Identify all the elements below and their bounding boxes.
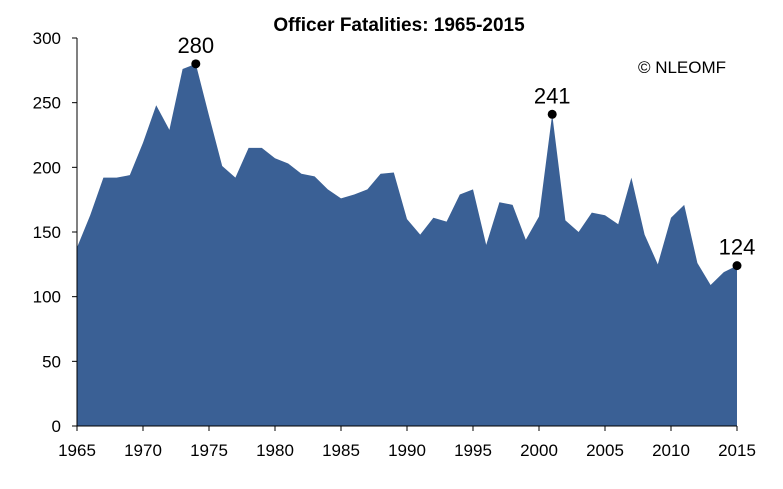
- y-tick-label: 150: [33, 223, 61, 242]
- area-layer: [77, 63, 737, 427]
- annotations: 280 241 124: [177, 33, 756, 271]
- chart-title: Officer Fatalities: 1965-2015: [273, 15, 525, 36]
- credit-label: © NLEOMF: [638, 58, 726, 77]
- y-tick-label: 0: [52, 417, 61, 436]
- y-tick-label: 100: [33, 288, 61, 307]
- x-tick-label: 2000: [520, 441, 558, 460]
- x-tick-label: 1980: [256, 441, 294, 460]
- y-tick-label: 300: [33, 29, 61, 48]
- annotation-point: [547, 109, 557, 119]
- fatalities-area: [77, 63, 737, 427]
- x-tick-label: 1970: [124, 441, 162, 460]
- x-axis-ticks: 1965 1970 1975 1980 1985 1990 1995 2000 2005 2010…: [58, 426, 756, 460]
- x-tick-label: 1995: [454, 441, 492, 460]
- annotation-label: 241: [534, 83, 571, 108]
- y-tick-label: 200: [33, 158, 61, 177]
- x-tick-label: 1985: [322, 441, 360, 460]
- x-tick-label: 2005: [586, 441, 624, 460]
- x-tick-label: 1965: [58, 441, 96, 460]
- annotation-label: 280: [177, 33, 214, 58]
- x-tick-label: 1975: [190, 441, 228, 460]
- annotation-label: 124: [719, 235, 756, 260]
- y-axis-ticks: 0 50 100 150 200 250 300: [33, 29, 77, 436]
- x-tick-label: 2015: [718, 441, 756, 460]
- x-tick-label: 2010: [652, 441, 690, 460]
- annotation-point: [732, 261, 742, 271]
- x-tick-label: 1990: [388, 441, 426, 460]
- y-tick-label: 50: [42, 352, 61, 371]
- annotation-point: [191, 59, 201, 69]
- y-tick-label: 250: [33, 94, 61, 113]
